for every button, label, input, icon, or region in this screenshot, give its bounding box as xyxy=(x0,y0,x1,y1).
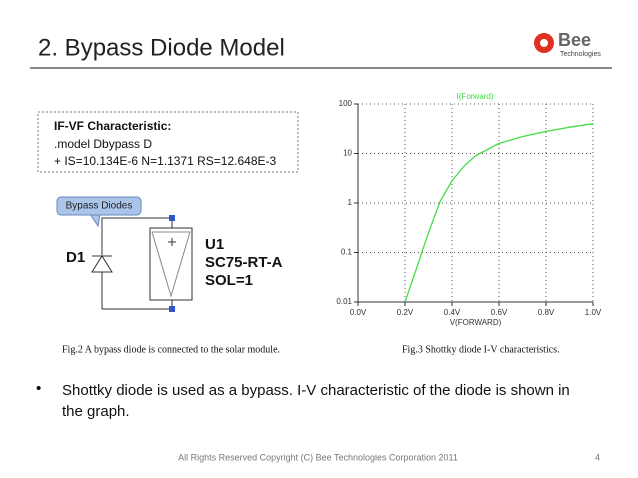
solar-module xyxy=(149,227,193,301)
diode xyxy=(91,255,113,273)
wire xyxy=(101,272,173,310)
logo-subtext: Technologies xyxy=(560,51,601,58)
y-tick-label: 1 xyxy=(348,198,353,207)
logo-text: Bee xyxy=(558,30,591,50)
wire xyxy=(101,217,173,255)
module-label: SC75-RT-A xyxy=(205,254,283,271)
pin xyxy=(169,306,175,312)
schematic xyxy=(91,217,193,310)
model-box xyxy=(37,111,299,173)
page-number: 4 xyxy=(595,452,600,462)
y-tick-label: 0.01 xyxy=(336,297,352,306)
x-tick-label: 0.4V xyxy=(444,308,461,317)
bullet-text: Shottky diode is used as a bypass. I-V c… xyxy=(62,382,570,420)
model-line: IF-VF Characteristic: xyxy=(54,119,171,133)
title: 2. Bypass Diode Model xyxy=(38,34,285,61)
callout-text: Bypass Diodes xyxy=(66,201,133,212)
x-axis-title: V(FORWARD) xyxy=(450,318,502,327)
diode-label: D1 xyxy=(66,249,85,266)
chart: 0.01 0.1 1 10 100 0.0V 0.2V 0.4V 0.6V 0.8V 1.0V V(F… xyxy=(336,92,601,327)
model-line: .model Dbypass D xyxy=(54,137,152,151)
y-tick-label: 0.1 xyxy=(341,248,353,257)
caption: Fig.2 A bypass diode is connected to the… xyxy=(62,344,280,355)
x-tick-label: 1.0V xyxy=(585,308,602,317)
x-tick-label: 0.8V xyxy=(538,308,555,317)
x-tick-label: 0.0V xyxy=(350,308,367,317)
caption: Fig.3 Shottky diode I-V characteristics. xyxy=(402,344,560,355)
series-line xyxy=(404,123,594,303)
y-tick-label: 100 xyxy=(339,99,353,108)
logo-icon-center xyxy=(540,39,548,47)
legend-label: I(Forward) xyxy=(457,92,494,101)
module-label: U1 xyxy=(205,236,224,253)
y-tick-label: 10 xyxy=(343,149,352,158)
callout xyxy=(56,196,142,216)
model-line: + IS=10.134E-6 N=1.1371 RS=12.648E-3 xyxy=(54,154,276,168)
x-tick-label: 0.2V xyxy=(397,308,414,317)
module-label: SOL=1 xyxy=(205,272,253,289)
bullet-dot: • xyxy=(36,380,42,397)
module-inner xyxy=(151,231,191,298)
pin xyxy=(169,215,175,221)
callout-pointer xyxy=(89,213,101,228)
copyright: All Rights Reserved Copyright (C) Bee Te… xyxy=(178,452,458,462)
x-tick-label: 0.6V xyxy=(491,308,508,317)
